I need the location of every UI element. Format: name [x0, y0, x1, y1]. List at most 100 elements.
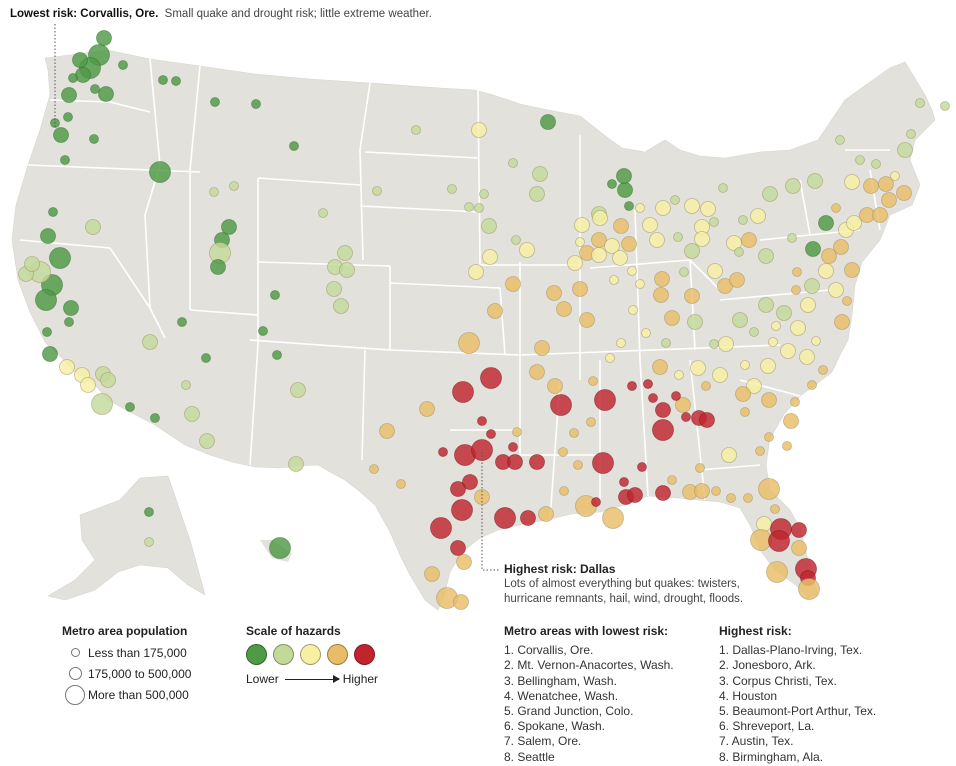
state-border — [499, 287, 506, 356]
metro-circle — [609, 275, 619, 285]
state-border — [699, 464, 761, 471]
state-border — [477, 89, 481, 266]
metro-circle — [734, 247, 744, 257]
metro-circle — [210, 97, 220, 107]
metro-circle — [776, 305, 792, 321]
metro-circle — [61, 87, 77, 103]
metro-circle — [591, 497, 601, 507]
metro-circle — [835, 135, 845, 145]
list-item: 5. Grand Junction, Colo. — [504, 704, 634, 719]
metro-circle — [673, 232, 683, 242]
metro-circle — [642, 217, 658, 233]
metro-circle — [755, 446, 765, 456]
metro-circle — [652, 359, 668, 375]
metro-circle — [592, 452, 614, 474]
metro-circle — [661, 338, 671, 348]
metro-circle — [462, 474, 478, 490]
metro-circle — [529, 186, 545, 202]
metro-circle — [396, 479, 406, 489]
metro-circle — [628, 305, 638, 315]
state-border — [19, 239, 166, 339]
metro-circle — [807, 380, 817, 390]
metro-circle — [96, 30, 112, 46]
metro-circle — [679, 267, 689, 277]
metro-circle — [269, 537, 291, 559]
metro-circle — [758, 297, 774, 313]
metro-circle — [670, 195, 680, 205]
metro-circle — [756, 516, 772, 532]
metro-circle — [787, 233, 797, 243]
metro-circle — [655, 402, 671, 418]
metro-circle — [210, 259, 226, 275]
metro-circles — [18, 30, 950, 610]
metro-circle — [721, 447, 737, 463]
metro-circle — [100, 372, 116, 388]
metro-circle — [758, 248, 774, 264]
metro-circle — [49, 247, 71, 269]
metro-circle — [790, 320, 806, 336]
metro-circle — [505, 276, 521, 292]
metro-circle — [674, 370, 684, 380]
metro-circle — [695, 463, 705, 473]
metro-circle — [699, 412, 715, 428]
metro-circle — [177, 317, 187, 327]
metro-circle — [915, 98, 925, 108]
list-item: 8. Seattle — [504, 749, 555, 764]
metro-circle — [424, 566, 440, 582]
metro-circle — [746, 378, 762, 394]
metro-circle — [60, 155, 70, 165]
metro-circle — [184, 406, 200, 422]
metro-circle — [684, 288, 700, 304]
metro-circle — [546, 285, 562, 301]
metro-circle — [98, 86, 114, 102]
metro-circle — [637, 462, 647, 472]
highest-risk-list: Highest risk: 1. Dallas-Plano-Irving, Te… — [719, 624, 876, 765]
metro-circle — [150, 413, 160, 423]
metro-circle — [199, 433, 215, 449]
hazard-scale-direction: Lower Higher — [246, 672, 378, 686]
metro-circle — [785, 178, 801, 194]
metro-circle — [743, 493, 753, 503]
metro-circle — [655, 200, 671, 216]
metro-circle — [667, 475, 677, 485]
metro-circle — [712, 367, 728, 383]
population-legend-label: 175,000 to 500,000 — [88, 666, 192, 681]
hazard-swatches — [246, 644, 378, 665]
hazard-level-swatch — [300, 644, 321, 665]
metro-circle — [761, 392, 777, 408]
metro-circle — [726, 493, 736, 503]
hazard-high-label: Higher — [342, 672, 379, 686]
metro-circle — [818, 263, 834, 279]
metro-circle — [339, 262, 355, 278]
large-circle-icon — [65, 684, 85, 705]
metro-circle — [471, 122, 487, 138]
metro-circle — [575, 237, 585, 247]
list-item: 2. Mt. Vernon-Anacortes, Wash. — [504, 658, 674, 673]
metro-circle — [791, 540, 807, 556]
metro-circle — [818, 215, 834, 231]
metro-circle — [550, 394, 572, 416]
metro-circle — [486, 429, 496, 439]
metro-circle — [68, 73, 78, 83]
metro-circle — [732, 312, 748, 328]
metro-circle — [318, 208, 328, 218]
metro-circle — [532, 166, 548, 182]
metro-circle — [768, 530, 790, 552]
metro-circle — [118, 60, 128, 70]
state-border — [361, 349, 366, 461]
state-border — [389, 282, 501, 289]
metro-circle — [878, 176, 894, 192]
metro-circle — [655, 485, 671, 501]
metro-circle — [63, 300, 79, 316]
metro-circle — [783, 413, 799, 429]
metro-circle — [567, 255, 583, 271]
metro-circle — [821, 248, 837, 264]
metro-circle — [635, 279, 645, 289]
metro-circle — [42, 346, 58, 362]
metro-circle — [464, 202, 474, 212]
metro-circle — [573, 460, 583, 470]
metro-circle — [641, 328, 651, 338]
metro-circle — [828, 282, 844, 298]
metro-circle — [171, 76, 181, 86]
metro-circle — [64, 317, 74, 327]
